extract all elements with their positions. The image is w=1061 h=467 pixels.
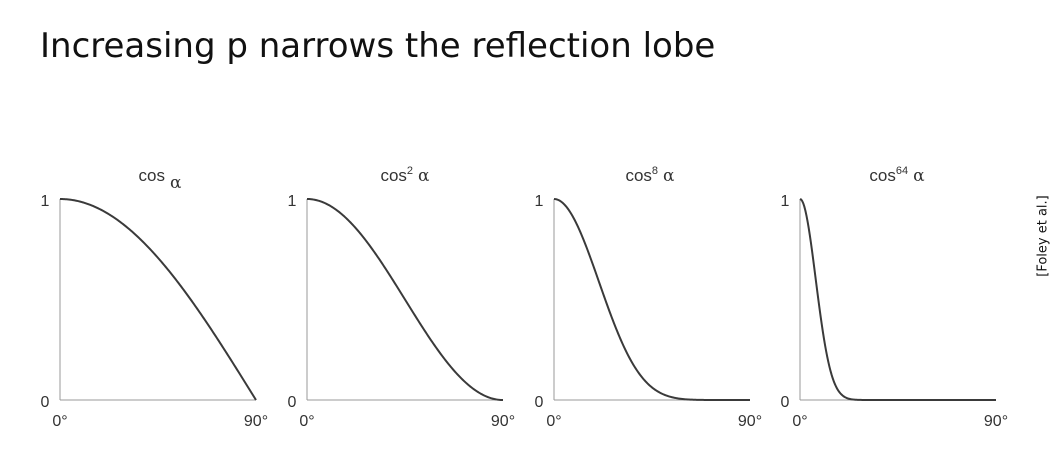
- panel-1-x-tick-right: 90°: [244, 413, 268, 430]
- slide-title: Increasing p narrows the reflection lobe: [40, 26, 716, 66]
- panel-2-x-tick-right: 90°: [491, 413, 515, 430]
- panel-1-curve: [59, 198, 257, 401]
- panel-4-curve: [799, 198, 996, 401]
- panel-3-title: cos8 α: [625, 165, 675, 186]
- panel-2-y-tick-top: 1: [288, 193, 297, 210]
- panel-1: cos α 1 0 0° 90°: [41, 166, 269, 430]
- panel-4-title-var: α: [913, 166, 925, 186]
- panel-4: cos64 α 1 0 0° 90°: [781, 165, 1009, 430]
- panel-3-y-tick-top: 1: [535, 193, 544, 210]
- panel-4-x-tick-left: 0°: [792, 413, 807, 430]
- panel-3: cos8 α 1 0 0° 90°: [535, 165, 763, 430]
- panel-4-title: cos64 α: [869, 165, 925, 186]
- panel-3-title-var: α: [663, 166, 675, 186]
- panel-1-x-tick-left: 0°: [52, 413, 67, 430]
- panel-3-x-tick-right: 90°: [738, 413, 762, 430]
- panel-1-title: cos α: [139, 166, 182, 193]
- panel-2-x-tick-left: 0°: [299, 413, 314, 430]
- panel-3-y-tick-bottom: 0: [535, 394, 544, 411]
- panel-3-x-tick-left: 0°: [546, 413, 561, 430]
- panel-4-y-tick-bottom: 0: [781, 394, 790, 411]
- panel-1-y-tick-top: 1: [41, 193, 50, 210]
- panel-1-y-tick-bottom: 0: [41, 394, 50, 411]
- panel-2-y-tick-bottom: 0: [288, 394, 297, 411]
- panel-2: cos2 α 1 0 0° 90°: [288, 165, 516, 430]
- panel-1-title-var: α: [170, 173, 182, 193]
- panel-2-title: cos2 α: [380, 165, 430, 186]
- panel-2-curve: [306, 198, 504, 401]
- citation: [Foley et al.]: [1035, 195, 1051, 277]
- panel-2-title-var: α: [418, 166, 430, 186]
- panel-4-y-tick-top: 1: [781, 193, 790, 210]
- panel-3-curve: [553, 198, 750, 401]
- panel-4-x-tick-right: 90°: [984, 413, 1008, 430]
